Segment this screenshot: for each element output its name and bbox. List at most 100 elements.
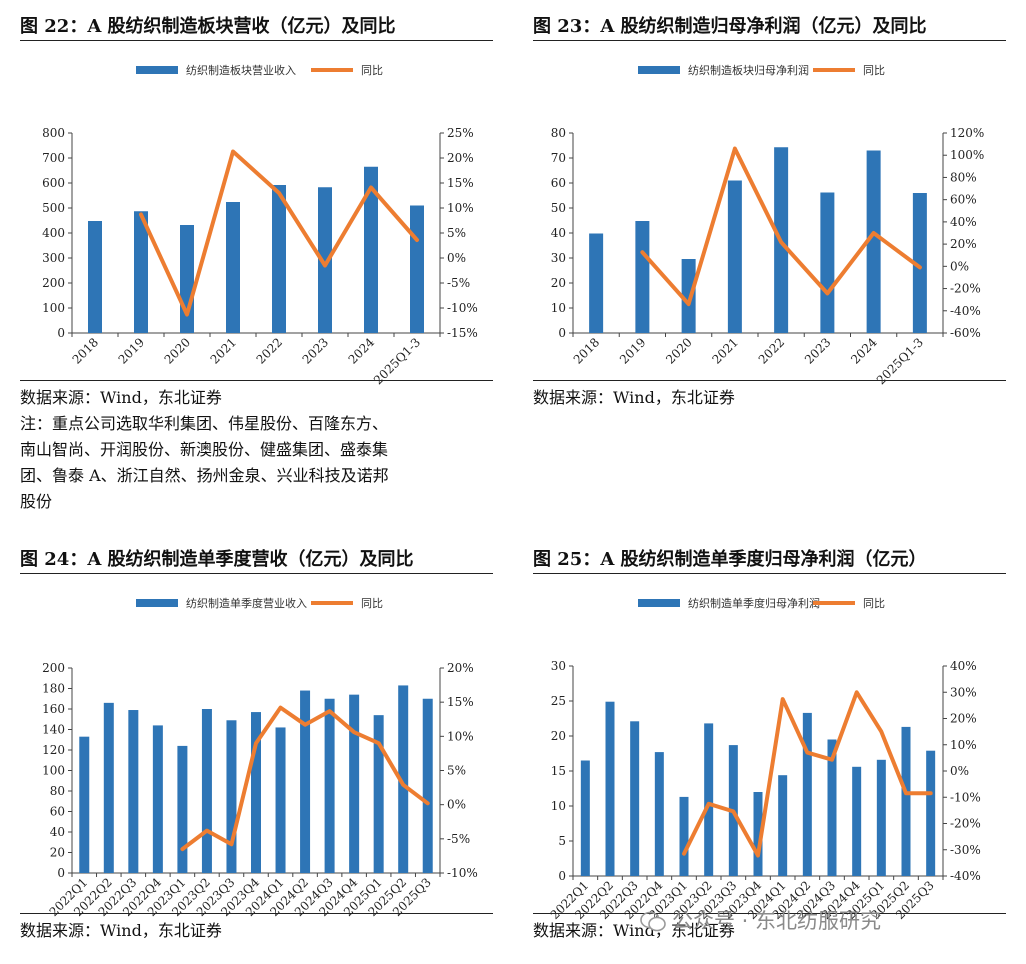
x-tick-label: 2022	[756, 335, 787, 366]
data-source: 数据来源：Wind，东北证券	[533, 921, 735, 940]
y-left-tick-label: 0	[57, 326, 65, 340]
y-left-tick-label: 20	[551, 276, 566, 290]
y-left-tick-label: 0	[558, 869, 566, 883]
y-left-tick-label: 40	[50, 825, 65, 839]
legend: 纺织制造板块营业收入 同比	[136, 63, 383, 77]
figure-25: 图 25：A 股纺织制造单季度归母净利润（亿元） 纺织制造单季度归母净利润 同比 0…	[533, 545, 1006, 945]
y-left-tick-label: 60	[50, 805, 65, 819]
bar	[827, 739, 837, 876]
legend-line-label: 同比	[863, 64, 885, 77]
y-right-tick-label: 0%	[447, 798, 466, 812]
data-source: 数据来源：Wind，东北证券	[20, 388, 222, 407]
y-left-tick-label: 30	[551, 251, 566, 265]
y-left-tick-label: 40	[551, 226, 566, 240]
y-left-tick-label: 20	[551, 729, 566, 743]
bar	[912, 193, 927, 333]
yoy-point	[830, 758, 834, 762]
y-left-tick-label: 140	[42, 723, 65, 737]
y-right-tick-label: -40%	[950, 869, 981, 883]
bar	[926, 750, 936, 876]
legend-bar-label: 纺织制造单季度营业收入	[186, 596, 307, 610]
figure-22: 图 22：A 股纺织制造板块营收（亿元）及同比 纺织制造板块营业收入 同比 0 100…	[20, 12, 493, 522]
note-line: 注：重点公司选取华利集团、伟星股份、百隆东方、	[20, 414, 389, 433]
x-tick-label: 2018	[571, 335, 602, 366]
yoy-point	[756, 853, 760, 858]
y-right-tick-label: 40%	[950, 215, 977, 229]
figure-24: 图 24：A 股纺织制造单季度营收（亿元）及同比 纺织制造单季度营业收入 同比 0 2…	[20, 545, 493, 945]
y-right-tick-label: -10%	[447, 301, 478, 315]
yoy-point	[426, 801, 430, 805]
y-left-tick-label: 200	[42, 276, 65, 290]
combo-chart: 纺织制造板块营业收入 同比 0 100 200 300 400 500 600 700 800 -15…	[42, 63, 478, 387]
bar	[820, 192, 835, 333]
y-right-tick-label: -15%	[447, 326, 478, 340]
yoy-point	[401, 783, 405, 787]
bar	[318, 187, 332, 333]
bar	[103, 702, 114, 873]
y-right-tick-label: -10%	[950, 790, 981, 804]
y-right-tick-label: -40%	[950, 304, 981, 318]
bar	[802, 712, 812, 876]
legend-line-label: 同比	[863, 597, 885, 610]
yoy-point	[277, 191, 281, 195]
figure-title: 图 24：A 股纺织制造单季度营收（亿元）及同比	[20, 549, 414, 570]
x-tick-label: 2018	[70, 335, 101, 366]
y-right-tick-label: 100%	[950, 148, 984, 162]
y-left-tick-label: 70	[551, 151, 566, 165]
y-right-tick-label: 0%	[447, 251, 466, 265]
y-right-tick-label: 20%	[447, 151, 474, 165]
yoy-point	[872, 231, 876, 235]
yoy-point	[687, 302, 691, 306]
bar	[704, 723, 714, 876]
y-left-tick-label: 80	[50, 784, 65, 798]
yoy-point	[377, 741, 381, 745]
y-left-tick-label: 30	[551, 659, 566, 673]
yoy-point	[929, 791, 933, 795]
yoy-point	[415, 238, 419, 242]
yoy-point	[323, 263, 327, 268]
bar	[589, 233, 604, 333]
bar	[79, 736, 90, 873]
bar	[364, 166, 378, 333]
y-right-tick-label: 15%	[447, 176, 474, 190]
bar	[177, 745, 188, 873]
combo-chart: 纺织制造单季度营业收入 同比 0 20 40 60 80 100 120 140 160 180 200…	[42, 596, 478, 919]
y-left-tick-label: 10	[551, 301, 566, 315]
y-right-tick-label: 10%	[447, 729, 474, 743]
y-left-tick-label: 60	[551, 176, 566, 190]
data-source: 数据来源：Wind，东北证券	[533, 388, 735, 407]
x-tick-label: 2021	[709, 335, 740, 366]
yoy-point	[254, 741, 258, 745]
bar	[398, 685, 409, 873]
yoy-point	[733, 146, 737, 151]
yoy-point	[825, 291, 829, 296]
source-rule	[20, 913, 493, 914]
yoy-point	[918, 265, 922, 270]
title-rule	[533, 40, 1006, 41]
bar	[201, 709, 212, 873]
figure-23: 图 23：A 股纺织制造归母净利润（亿元）及同比 纺织制造板块归母净利润 同比 0 1…	[533, 12, 1006, 412]
y-right-tick-label: 0%	[950, 259, 969, 273]
y-left-tick-label: 100	[42, 764, 65, 778]
x-tick-label: 2022	[254, 335, 285, 366]
source-rule	[533, 380, 1006, 381]
y-left-tick-label: 800	[42, 126, 65, 140]
note-line: 股份	[20, 492, 53, 511]
y-right-tick-label: -30%	[950, 843, 981, 857]
y-left-tick-label: 20	[50, 846, 65, 860]
bar	[275, 727, 286, 873]
yoy-point	[731, 809, 735, 814]
bar	[630, 721, 640, 876]
figure-title: 图 23：A 股纺织制造归母净利润（亿元）及同比	[533, 16, 927, 37]
watermark-text: 公众号 · 东北纺服研究	[672, 909, 882, 933]
bar	[410, 205, 424, 333]
y-right-tick-label: 10%	[447, 201, 474, 215]
x-tick-label: 2019	[116, 335, 147, 366]
y-right-tick-label: 5%	[447, 226, 466, 240]
y-left-tick-label: 5	[558, 834, 566, 848]
bar	[300, 690, 311, 873]
legend: 纺织制造单季度营业收入 同比	[136, 596, 383, 610]
y-left-tick-label: 200	[42, 661, 65, 675]
note-line: 南山智尚、开润股份、新澳股份、健盛集团、盛泰集	[20, 440, 389, 459]
bar	[681, 259, 696, 333]
